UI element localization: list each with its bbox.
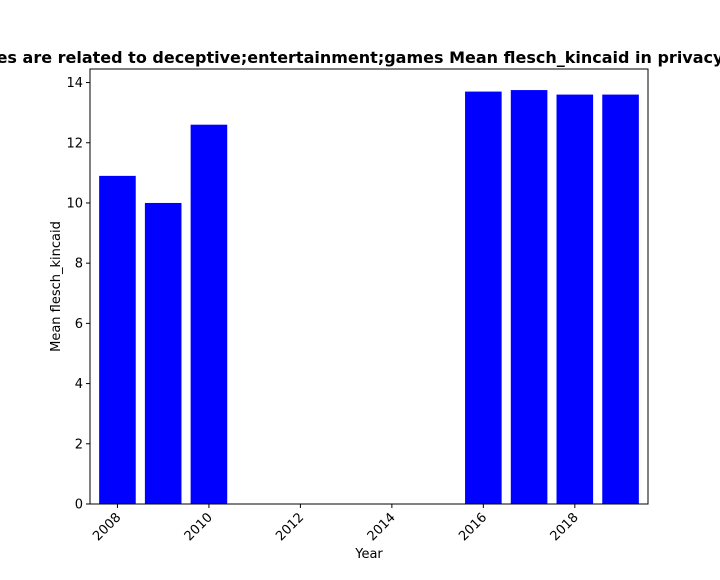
y-tick-label: 12 xyxy=(66,136,83,151)
y-tick-label: 8 xyxy=(75,257,83,272)
y-tick-label: 4 xyxy=(75,377,83,392)
y-tick-label: 6 xyxy=(75,317,83,332)
bar-2010 xyxy=(190,124,228,504)
x-tick-label: 2014 xyxy=(365,510,399,544)
bar-2009 xyxy=(144,202,182,504)
x-axis-label: Year xyxy=(354,547,383,562)
x-tick-label: 2010 xyxy=(182,510,216,544)
bars-group xyxy=(99,90,639,504)
y-tick-label: 2 xyxy=(75,437,83,452)
bar-2018 xyxy=(556,94,594,504)
bar-2017 xyxy=(510,90,548,504)
x-axis: 2008 2010 2012 2014 2016 2018 xyxy=(90,504,582,544)
bar-2008 xyxy=(99,175,136,504)
chart-title: es are related to deceptive;entertainmen… xyxy=(0,48,720,67)
x-tick-label: 2018 xyxy=(548,510,582,544)
y-tick-label: 0 xyxy=(75,498,83,513)
bar-2016 xyxy=(465,91,502,504)
x-tick-label: 2008 xyxy=(90,510,124,544)
y-axis-label: Mean flesch_kincaid xyxy=(49,221,64,352)
plot-frame xyxy=(89,68,649,505)
y-tick-label: 14 xyxy=(66,76,83,91)
y-axis: 0 2 4 6 8 10 12 14 xyxy=(66,76,90,513)
x-tick-label: 2012 xyxy=(273,510,307,544)
x-tick-label: 2016 xyxy=(456,510,490,544)
y-tick-label: 10 xyxy=(66,196,83,211)
bar-2019 xyxy=(602,94,639,504)
